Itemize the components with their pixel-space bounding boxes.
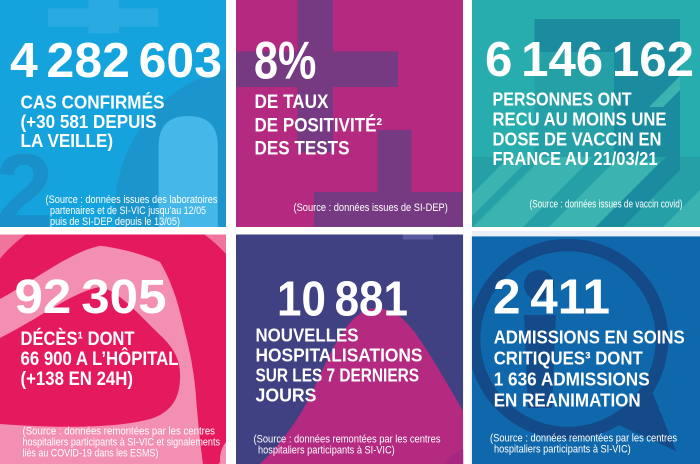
svg-text:PERSONNES ONT: PERSONNES ONT [493,89,632,109]
svg-text:DÉCÈS¹ DONT: DÉCÈS¹ DONT [21,328,135,350]
svg-text:EN REANIMATION: EN REANIMATION [494,390,641,411]
svg-text:CRITIQUES³ DONT: CRITIQUES³ DONT [494,348,644,369]
svg-text:LA VEILLE): LA VEILLE) [21,130,114,151]
svg-text:6 146 162: 6 146 162 [485,32,694,87]
svg-text:(Source : données issues des l: (Source : données issues des laboratoire… [46,194,218,206]
svg-text:FRANCE AU 21/03/21: FRANCE AU 21/03/21 [493,149,658,169]
svg-text:hospitaliers participants à SI: hospitaliers participants à SI-VIC) [494,444,631,456]
svg-text:(+30 581 DEPUIS: (+30 581 DEPUIS [21,111,157,132]
svg-text:SUR LES 7 DERNIERS: SUR LES 7 DERNIERS [256,365,420,386]
svg-text:4 282 603: 4 282 603 [10,34,222,88]
svg-text:DE POSITIVITÉ²: DE POSITIVITÉ² [255,115,383,137]
svg-text:partenaires et de SI-VIC jusqu: partenaires et de SI-VIC jusqu'au 12/05 [50,205,206,217]
svg-text:1 636 ADMISSIONS: 1 636 ADMISSIONS [494,369,650,390]
svg-text:DOSE DE VACCIN EN: DOSE DE VACCIN EN [493,129,662,149]
svg-text:2 411: 2 411 [493,271,610,325]
svg-text:(Source : données remontées pa: (Source : données remontées par les cent… [23,426,216,438]
svg-text:liés au COVID-19 dans les ESMS: liés au COVID-19 dans les ESMS) [23,448,159,460]
svg-text:hospitaliers participants à SI: hospitaliers participants à SI-VIC et si… [23,437,221,449]
svg-text:DE TAUX: DE TAUX [255,92,329,113]
svg-text:(Source : données issues de SI: (Source : données issues de SI-DEP) [294,202,448,214]
svg-text:HOSPITALISATIONS: HOSPITALISATIONS [256,345,423,366]
svg-text:NOUVELLES: NOUVELLES [256,325,359,346]
svg-text:10 881: 10 881 [277,272,408,326]
svg-text:(Source : données remontées pa: (Source : données remontées par les cent… [254,434,441,446]
svg-text:JOURS: JOURS [256,385,317,406]
svg-text:(Source : données remontées pa: (Source : données remontées par les cent… [490,433,677,445]
svg-text:CAS CONFIRMÉS: CAS CONFIRMÉS [21,91,165,112]
svg-text:8%: 8% [254,31,316,90]
svg-text:puis de SI-DEP depuis le 13/05: puis de SI-DEP depuis le 13/05) [50,216,180,228]
svg-text:66 900 A L’HÔPITAL: 66 900 A L’HÔPITAL [21,348,179,370]
svg-text:hospitaliers participants à SI: hospitaliers participants à SI-VIC) [258,445,395,457]
svg-text:(Source : données issues de va: (Source : données issues de vaccin covid… [530,199,683,211]
svg-text:ADMISSIONS EN SOINS: ADMISSIONS EN SOINS [494,327,685,348]
svg-text:92 305: 92 305 [15,271,167,324]
svg-text:DES TESTS: DES TESTS [255,139,350,160]
svg-text:RECU AU MOINS UNE: RECU AU MOINS UNE [493,109,667,129]
svg-text:2: 2 [0,133,53,250]
svg-text:(+138 EN 24H): (+138 EN 24H) [21,369,134,390]
